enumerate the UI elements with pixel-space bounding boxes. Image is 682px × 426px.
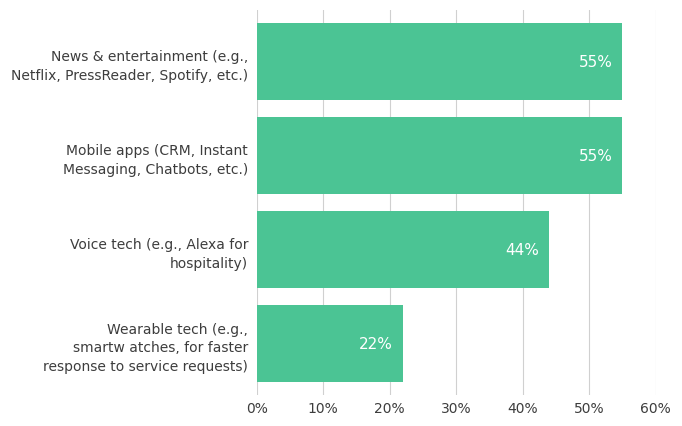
Bar bbox=[256, 212, 549, 288]
Text: 55%: 55% bbox=[578, 149, 612, 164]
Text: 55%: 55% bbox=[578, 55, 612, 70]
Bar bbox=[256, 118, 622, 195]
Text: 44%: 44% bbox=[505, 243, 539, 258]
Bar bbox=[256, 305, 403, 382]
Text: 22%: 22% bbox=[359, 337, 393, 351]
Bar bbox=[256, 24, 622, 101]
